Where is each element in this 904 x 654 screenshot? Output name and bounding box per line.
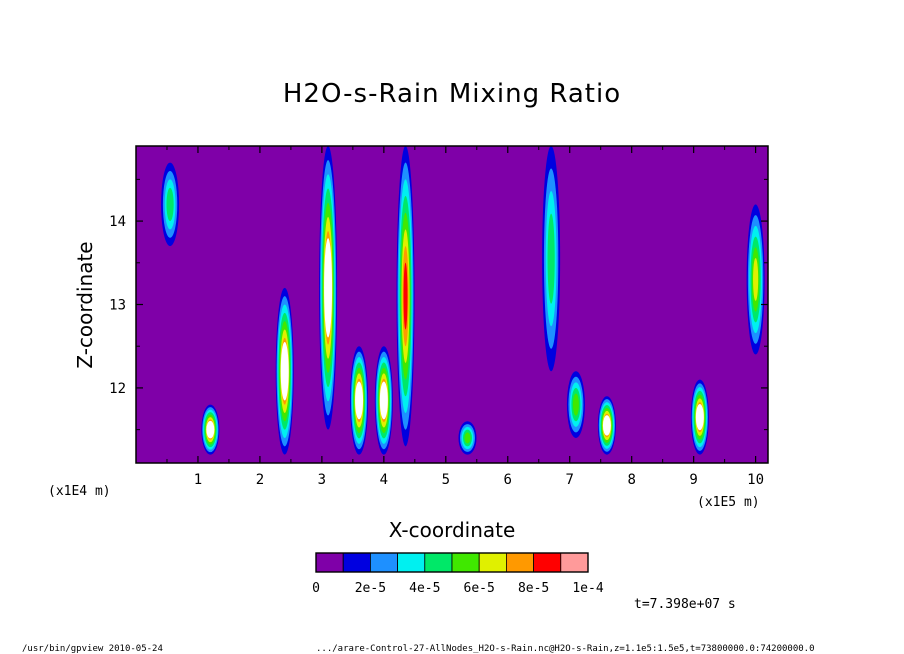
feature-contour [547, 213, 555, 304]
x-tick-label: 5 [442, 472, 450, 488]
feature-contour [166, 187, 174, 222]
x-tick-label: 7 [566, 472, 574, 488]
footer-source: .../arare-Control-27-AllNodes_H2O-s-Rain… [316, 644, 815, 654]
x-tick-label: 2 [256, 472, 264, 488]
y-tick-label: 13 [109, 298, 126, 314]
heatmap-background [136, 146, 768, 463]
feature-contour [753, 258, 759, 301]
feature-contour [572, 393, 579, 416]
feature-saturated-core [602, 415, 611, 436]
x-tick-label: 1 [194, 472, 202, 488]
colorbar-swatch [397, 552, 426, 573]
colorbar-label: 6e-5 [464, 581, 495, 596]
rain-feature [597, 396, 616, 455]
x-tick-label: 9 [689, 472, 697, 488]
rain-feature [542, 146, 561, 372]
colorbar-swatch [533, 552, 562, 573]
colorbar-frame [315, 552, 589, 573]
colorbar-label: 4e-5 [409, 581, 440, 596]
rain-feature [350, 346, 369, 455]
x-axis-label: X-coordinate [389, 518, 516, 542]
rain-feature [201, 404, 220, 455]
feature-saturated-core [324, 238, 333, 338]
colorbar-label: 0 [312, 581, 320, 596]
rain-feature [161, 162, 180, 247]
y-tick-label: 14 [109, 214, 126, 230]
x-tick-label: 10 [747, 472, 764, 488]
rain-feature [319, 146, 338, 430]
y-scale-label: (x1E4 m) [48, 484, 111, 499]
feature-saturated-core [206, 420, 215, 439]
x-tick-label: 4 [380, 472, 388, 488]
heatmap-features [161, 146, 765, 455]
x-tick-label: 8 [627, 472, 635, 488]
feature-saturated-core [280, 342, 289, 401]
feature-saturated-core [355, 381, 364, 420]
rain-feature [396, 146, 415, 447]
rain-feature [458, 421, 477, 455]
colorbar-label: 8e-5 [518, 581, 549, 596]
feature-saturated-core [695, 403, 704, 431]
colorbar-swatch [315, 552, 344, 573]
time-label: t=7.398e+07 s [634, 597, 736, 612]
chart-title: H2O-s-Rain Mixing Ratio [283, 79, 621, 109]
colorbar-swatch [478, 552, 507, 573]
rain-feature [746, 204, 765, 355]
colorbar-swatch [505, 552, 534, 573]
footer-program: /usr/bin/gpview 2010-05-24 [22, 644, 163, 654]
x-scale-label: (x1E5 m) [697, 495, 760, 510]
colorbar-swatch [451, 552, 480, 573]
colorbar-swatch [369, 552, 398, 573]
x-tick-label: 3 [318, 472, 326, 488]
rain-feature [275, 287, 294, 455]
colorbar-swatch [424, 552, 453, 573]
y-axis-label: Z-coordinate [73, 241, 97, 368]
colorbar-swatch [560, 552, 589, 573]
x-axis-ticks: 1 2 3 4 5 6 7 8 9 10 [166, 146, 764, 488]
colorbar-label: 2e-5 [355, 581, 386, 596]
feature-contour [464, 432, 471, 444]
rain-feature [690, 379, 709, 455]
y-axis-ticks: 12 13 14 [109, 178, 768, 431]
colorbar-labels: 0 2e-5 4e-5 6e-5 8e-5 1e-4 [312, 581, 604, 596]
feature-contour [403, 262, 408, 330]
y-tick-label: 12 [109, 381, 126, 397]
rain-feature [374, 346, 393, 455]
feature-saturated-core [379, 381, 388, 420]
rain-feature [566, 371, 585, 438]
colorbar-swatch [342, 552, 371, 573]
x-tick-label: 6 [504, 472, 512, 488]
colorbar [315, 552, 589, 573]
colorbar-label: 1e-4 [572, 581, 603, 596]
